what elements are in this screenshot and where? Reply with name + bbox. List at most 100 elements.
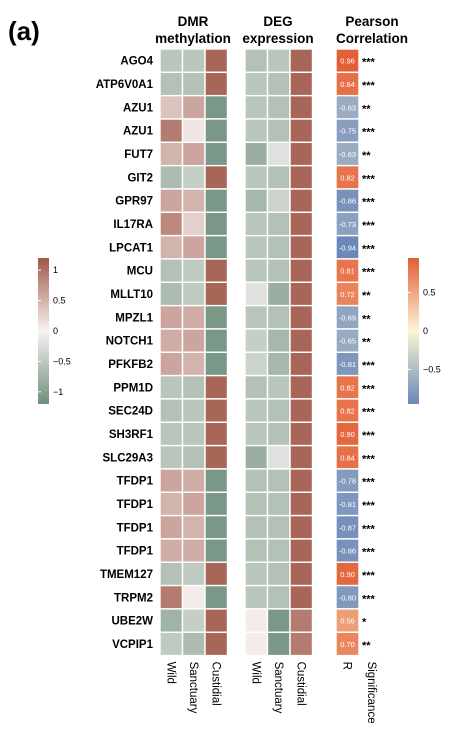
r-value-label: 0.56 bbox=[340, 617, 355, 626]
dmr-cell bbox=[159, 468, 184, 493]
significance-mark: ** bbox=[362, 150, 371, 162]
deg-cell bbox=[289, 351, 314, 377]
significance-mark: *** bbox=[362, 80, 376, 92]
dmr-x-label: Custidial bbox=[209, 662, 221, 706]
deg-cell bbox=[289, 164, 314, 190]
dmr-cell bbox=[181, 234, 206, 260]
deg-cell bbox=[289, 444, 314, 470]
dmr-cell bbox=[159, 71, 184, 97]
r-value-label: 0.96 bbox=[340, 57, 355, 66]
deg-cell bbox=[289, 258, 314, 284]
significance-mark: *** bbox=[362, 593, 376, 605]
significance-mark: ** bbox=[362, 290, 371, 302]
deg-cell bbox=[266, 468, 291, 493]
dmr-cell bbox=[204, 561, 229, 587]
deg-cell bbox=[289, 48, 314, 74]
r-value-label: -0.87 bbox=[339, 523, 356, 532]
r-value-label: 0.84 bbox=[340, 453, 355, 462]
deg-x-label: Sanctuary bbox=[272, 662, 284, 714]
dmr-cell bbox=[204, 608, 229, 633]
dmr-cell bbox=[204, 351, 229, 377]
deg-cell bbox=[266, 444, 291, 470]
dmr-cell bbox=[204, 468, 229, 493]
deg-cell bbox=[244, 281, 269, 307]
gene-label: UBE2W bbox=[111, 616, 153, 628]
significance-mark: *** bbox=[362, 523, 376, 535]
r-value-label: -0.63 bbox=[339, 150, 356, 159]
deg-cell bbox=[289, 94, 314, 120]
dmr-x-label: Wild bbox=[164, 662, 176, 684]
deg-cell bbox=[289, 398, 314, 423]
deg-cell bbox=[244, 94, 269, 120]
gene-label: AZU1 bbox=[123, 102, 154, 114]
r-value-label: 0.81 bbox=[340, 267, 355, 276]
r-value-label: 0.82 bbox=[340, 173, 355, 182]
deg-cell bbox=[266, 258, 291, 284]
deg-cell bbox=[244, 188, 269, 214]
right-colorbar: 0.5 0 −0.5 bbox=[408, 258, 441, 404]
deg-x-label: Wild bbox=[249, 662, 261, 684]
gene-label: AGO4 bbox=[120, 56, 153, 68]
significance-mark: *** bbox=[362, 547, 376, 559]
r-value-label: 0.70 bbox=[340, 640, 355, 649]
deg-cell bbox=[289, 561, 314, 587]
dmr-cell bbox=[159, 48, 184, 74]
significance-mark: *** bbox=[362, 243, 376, 255]
r-cell bbox=[335, 631, 360, 657]
gene-label: PPM1D bbox=[113, 382, 153, 394]
gene-label: NOTCH1 bbox=[106, 336, 154, 348]
deg-cell bbox=[244, 468, 269, 493]
significance-mark: *** bbox=[362, 197, 376, 209]
deg-cell bbox=[244, 234, 269, 260]
gene-label: TFDP1 bbox=[117, 476, 154, 488]
r-value-label: -0.65 bbox=[339, 337, 356, 346]
deg-cell bbox=[266, 328, 291, 353]
r-x-label: R bbox=[341, 662, 353, 670]
dmr-cell bbox=[181, 188, 206, 214]
gene-label: TMEM127 bbox=[100, 569, 153, 581]
deg-cell bbox=[244, 141, 269, 167]
deg-cell bbox=[266, 141, 291, 167]
dmr-cell bbox=[181, 48, 206, 74]
r-value-label: 0.84 bbox=[340, 80, 355, 89]
dmr-cell bbox=[204, 374, 229, 400]
deg-cell bbox=[266, 94, 291, 120]
deg-header-line1: DEG bbox=[263, 14, 292, 29]
dmr-cell bbox=[181, 118, 206, 144]
panel-label: (a) bbox=[8, 16, 40, 46]
significance-mark: *** bbox=[362, 173, 376, 185]
significance-x-label: Significance bbox=[365, 662, 377, 724]
gene-label: SLC29A3 bbox=[103, 452, 154, 464]
dmr-cell bbox=[181, 631, 206, 657]
deg-cell bbox=[289, 514, 314, 540]
dmr-cell bbox=[204, 514, 229, 540]
dmr-cell bbox=[159, 211, 184, 237]
r-value-label: -0.94 bbox=[339, 243, 356, 252]
dmr-cell bbox=[181, 468, 206, 493]
deg-cell bbox=[289, 118, 314, 144]
deg-cell bbox=[289, 468, 314, 493]
significance-mark: *** bbox=[362, 383, 376, 395]
dmr-cell bbox=[181, 374, 206, 400]
r-value-label: -0.86 bbox=[339, 197, 356, 206]
significance-mark: *** bbox=[362, 127, 376, 139]
significance-mark: ** bbox=[362, 640, 371, 652]
gene-label: IL17RA bbox=[113, 219, 153, 231]
dmr-cell bbox=[204, 398, 229, 423]
deg-cell bbox=[244, 164, 269, 190]
deg-cell bbox=[289, 631, 314, 657]
deg-cell bbox=[289, 281, 314, 307]
deg-cell bbox=[289, 141, 314, 167]
significance-mark: * bbox=[362, 617, 367, 629]
dmr-cell bbox=[159, 584, 184, 610]
dmr-cell bbox=[204, 281, 229, 307]
dmr-heatmap bbox=[159, 48, 229, 657]
deg-cell bbox=[244, 118, 269, 144]
deg-cell bbox=[289, 304, 314, 330]
gene-label: LPCAT1 bbox=[109, 242, 153, 254]
dmr-cell bbox=[204, 141, 229, 167]
deg-cell bbox=[289, 71, 314, 97]
gene-label: FUT7 bbox=[124, 149, 153, 161]
dmr-cell bbox=[204, 211, 229, 237]
